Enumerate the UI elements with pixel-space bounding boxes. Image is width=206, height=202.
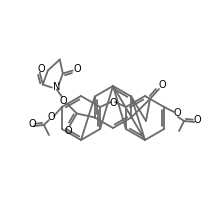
- Text: O: O: [59, 96, 66, 105]
- Text: O: O: [157, 80, 165, 90]
- Text: O: O: [192, 115, 200, 125]
- Text: O: O: [172, 108, 180, 118]
- Text: O: O: [47, 112, 55, 122]
- Text: O: O: [64, 125, 71, 136]
- Text: N: N: [53, 82, 60, 93]
- Text: O: O: [28, 119, 36, 129]
- Text: O: O: [109, 98, 116, 108]
- Text: O: O: [37, 63, 44, 74]
- Text: O: O: [73, 63, 80, 74]
